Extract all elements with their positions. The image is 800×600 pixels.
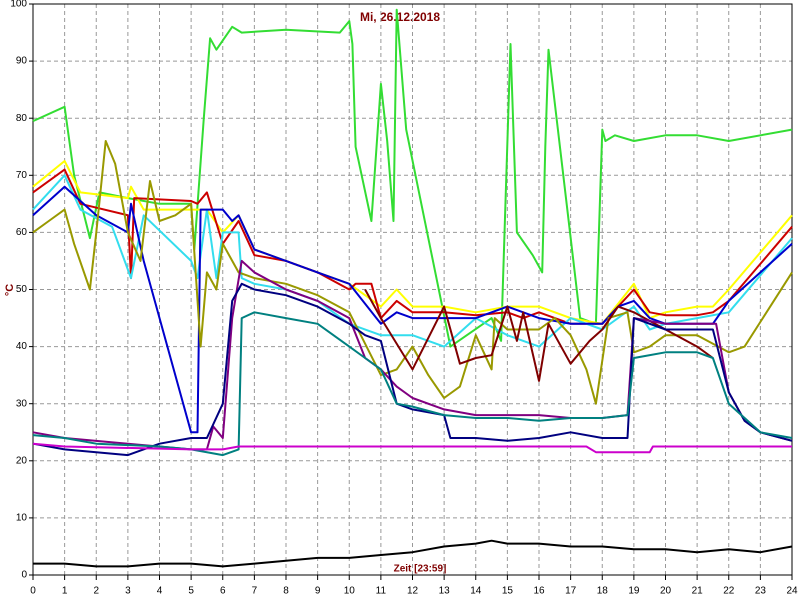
data-line bbox=[32, 282, 793, 457]
data-line bbox=[33, 539, 793, 568]
chart-title: Mi, 26.12.2018 bbox=[360, 10, 440, 24]
x-tick-label: 12 bbox=[407, 586, 419, 597]
data-line bbox=[32, 259, 793, 451]
x-tick-label: 19 bbox=[628, 586, 640, 597]
x-tick-label: 14 bbox=[470, 586, 482, 597]
x-tick-label: 20 bbox=[660, 586, 672, 597]
data-line bbox=[32, 185, 793, 434]
x-tick-label: 16 bbox=[533, 586, 545, 597]
y-tick-label: 60 bbox=[16, 227, 28, 238]
x-tick-label: 18 bbox=[597, 586, 609, 597]
data-line bbox=[32, 442, 792, 454]
x-tick-label: 17 bbox=[565, 586, 577, 597]
data-line bbox=[32, 311, 793, 457]
x-tick-label: 2 bbox=[93, 586, 99, 597]
x-tick-label: 0 bbox=[30, 586, 36, 597]
x-tick-label: 3 bbox=[125, 586, 131, 597]
x-tick-label: 23 bbox=[755, 586, 767, 597]
x-tick-label: 8 bbox=[283, 586, 289, 597]
y-tick-label: 20 bbox=[16, 455, 28, 466]
x-tick-label: 7 bbox=[252, 586, 258, 597]
y-tick-label: 0 bbox=[21, 570, 27, 581]
x-tick-label: 6 bbox=[220, 586, 226, 597]
data-line bbox=[32, 140, 793, 405]
y-tick-label: 100 bbox=[10, 0, 27, 10]
data-line bbox=[32, 160, 793, 325]
y-tick-label: 70 bbox=[16, 170, 28, 181]
x-tick-label: 24 bbox=[786, 586, 798, 597]
x-tick-label: 9 bbox=[315, 586, 321, 597]
y-tick-label: 90 bbox=[16, 56, 28, 67]
x-tick-label: 1 bbox=[62, 586, 68, 597]
x-tick-label: 15 bbox=[502, 586, 514, 597]
x-tick-label: 4 bbox=[157, 586, 163, 597]
y-tick-label: 80 bbox=[16, 113, 28, 124]
y-tick-label: 50 bbox=[16, 284, 28, 295]
x-tick-label: 22 bbox=[723, 586, 735, 597]
x-tick-label: 11 bbox=[376, 586, 387, 597]
y-tick-label: 30 bbox=[16, 398, 28, 409]
y-tick-label: 40 bbox=[16, 341, 28, 352]
x-tick-label: 13 bbox=[439, 586, 451, 597]
y-tick-label: 10 bbox=[16, 513, 28, 524]
data-line bbox=[364, 289, 714, 382]
y-axis-label: °C bbox=[4, 284, 16, 296]
x-tick-label: 10 bbox=[344, 586, 356, 597]
x-tick-label: 21 bbox=[692, 586, 704, 597]
x-tick-label: 5 bbox=[188, 586, 194, 597]
plot-frame bbox=[32, 3, 793, 576]
x-axis-label: Zeit [23:59] bbox=[394, 564, 447, 575]
